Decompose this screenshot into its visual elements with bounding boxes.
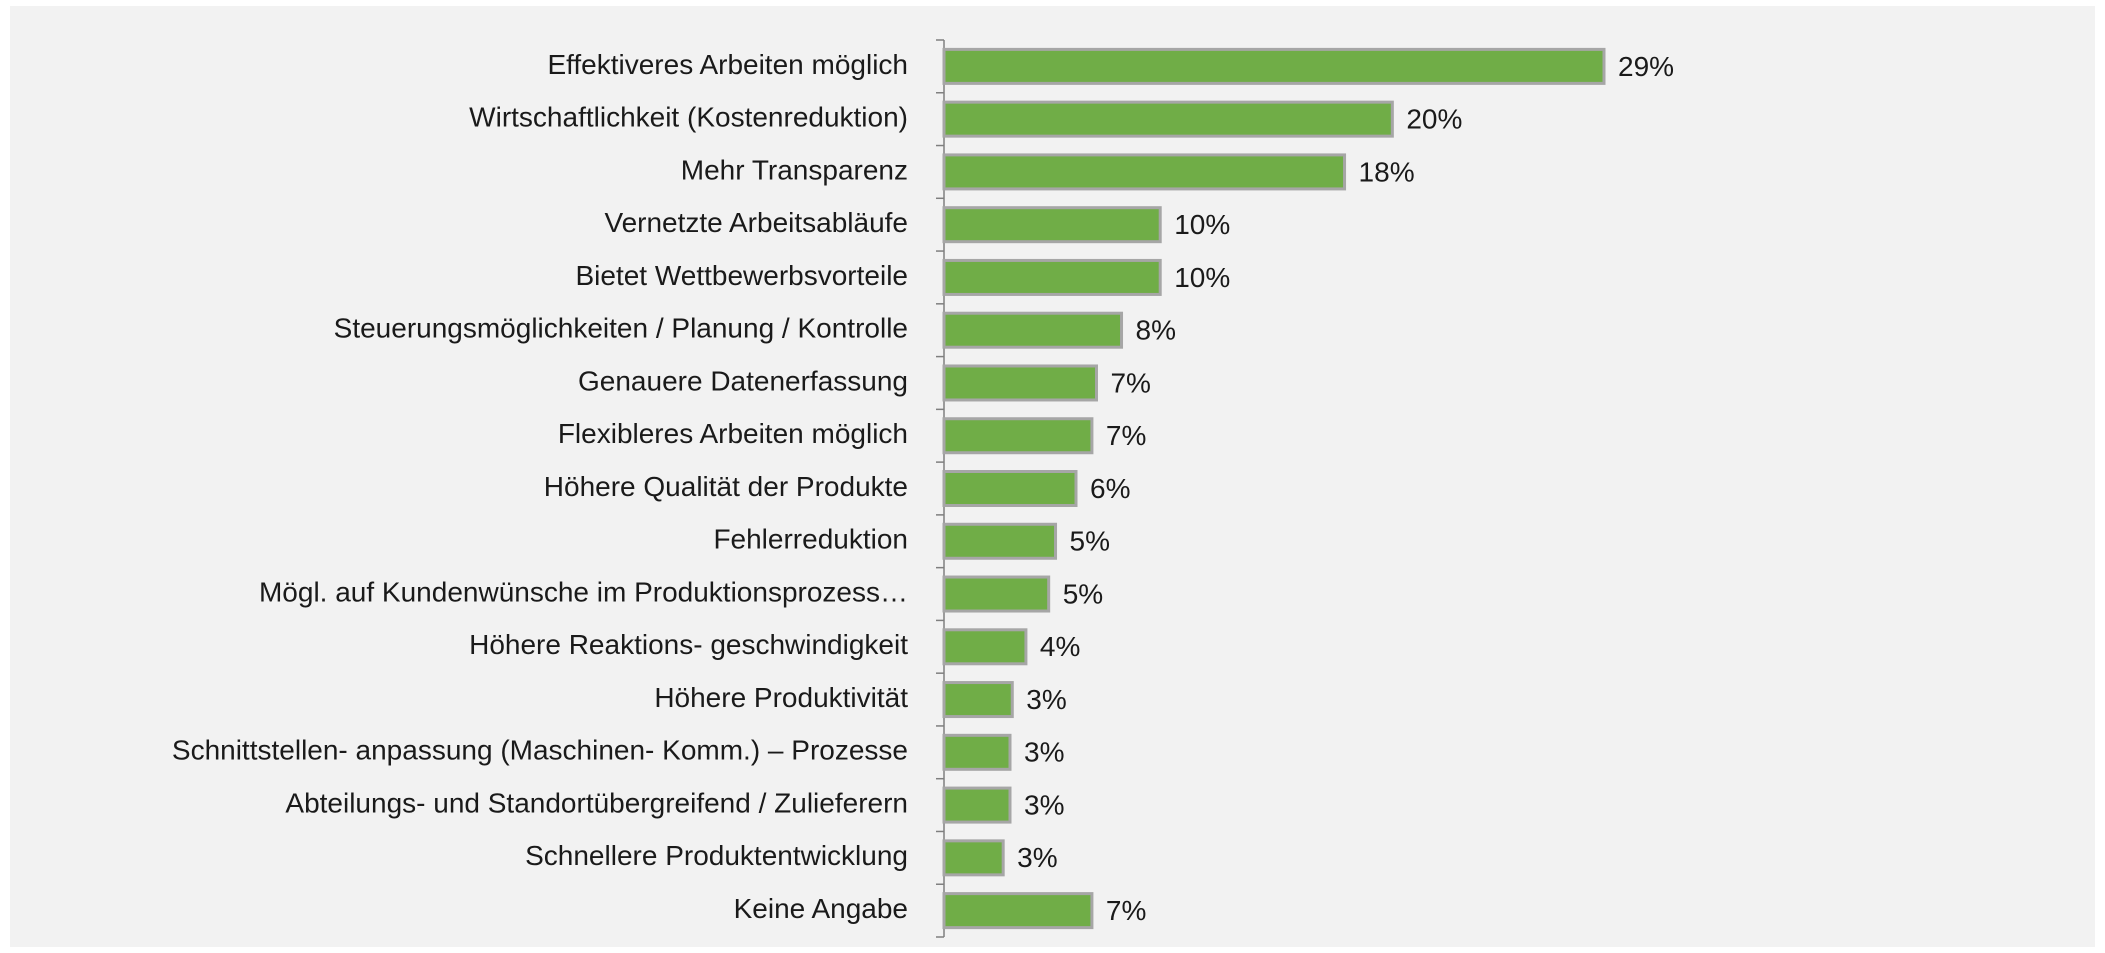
value-label: 3% <box>1024 737 1064 768</box>
value-label: 10% <box>1174 209 1230 240</box>
value-label: 7% <box>1110 367 1150 398</box>
category-label: Schnellere Produktentwicklung <box>525 840 908 871</box>
bar <box>942 575 1051 613</box>
bar <box>942 364 1098 402</box>
bar <box>942 839 1005 877</box>
bar <box>942 206 1162 244</box>
category-label: Höhere Qualität der Produkte <box>544 471 908 502</box>
bar <box>942 417 1094 455</box>
value-label: 7% <box>1106 420 1146 451</box>
value-label: 10% <box>1174 262 1230 293</box>
category-label: Effektiveres Arbeiten möglich <box>547 49 908 80</box>
bar <box>942 628 1028 666</box>
bar <box>942 258 1162 296</box>
value-label: 7% <box>1106 895 1146 926</box>
category-label: Mehr Transparenz <box>681 154 908 185</box>
category-label: Wirtschaftlichkeit (Kostenreduktion) <box>469 102 908 133</box>
bar <box>942 786 1012 824</box>
bar <box>942 681 1014 719</box>
value-label: 29% <box>1618 51 1674 82</box>
bar <box>942 100 1394 138</box>
bar <box>942 470 1078 507</box>
bar <box>942 733 1012 771</box>
category-label: Bietet Wettbewerbsvorteile <box>575 260 908 291</box>
category-label: Fehlerreduktion <box>713 524 908 555</box>
bar <box>942 522 1058 560</box>
bar <box>942 892 1094 930</box>
value-label: 18% <box>1359 156 1415 187</box>
value-label: 3% <box>1024 789 1064 820</box>
bar <box>942 311 1124 349</box>
category-label: Höhere Reaktions- geschwindigkeit <box>469 629 908 660</box>
category-label: Höhere Produktivität <box>654 682 908 713</box>
value-label: 5% <box>1063 578 1103 609</box>
category-label: Steuerungsmöglichkeiten / Planung / Kont… <box>334 313 908 344</box>
value-label: 6% <box>1090 473 1130 504</box>
value-label: 3% <box>1017 842 1057 873</box>
category-label: Vernetzte Arbeitsabläufe <box>604 207 908 238</box>
category-label: Genauere Datenerfassung <box>578 365 908 396</box>
value-label: 3% <box>1026 684 1066 715</box>
bar <box>942 153 1347 191</box>
bar <box>942 47 1606 85</box>
value-label: 4% <box>1040 631 1080 662</box>
value-label: 5% <box>1070 526 1110 557</box>
category-label: Schnittstellen- anpassung (Maschinen- Ko… <box>172 735 908 766</box>
value-label: 20% <box>1406 104 1462 135</box>
category-label: Mögl. auf Kundenwünsche im Produktionspr… <box>259 576 908 607</box>
category-label: Keine Angabe <box>734 893 908 924</box>
category-label: Flexibleres Arbeiten möglich <box>558 418 908 449</box>
value-label: 8% <box>1136 315 1176 346</box>
category-label: Abteilungs- und Standortübergreifend / Z… <box>285 787 908 818</box>
